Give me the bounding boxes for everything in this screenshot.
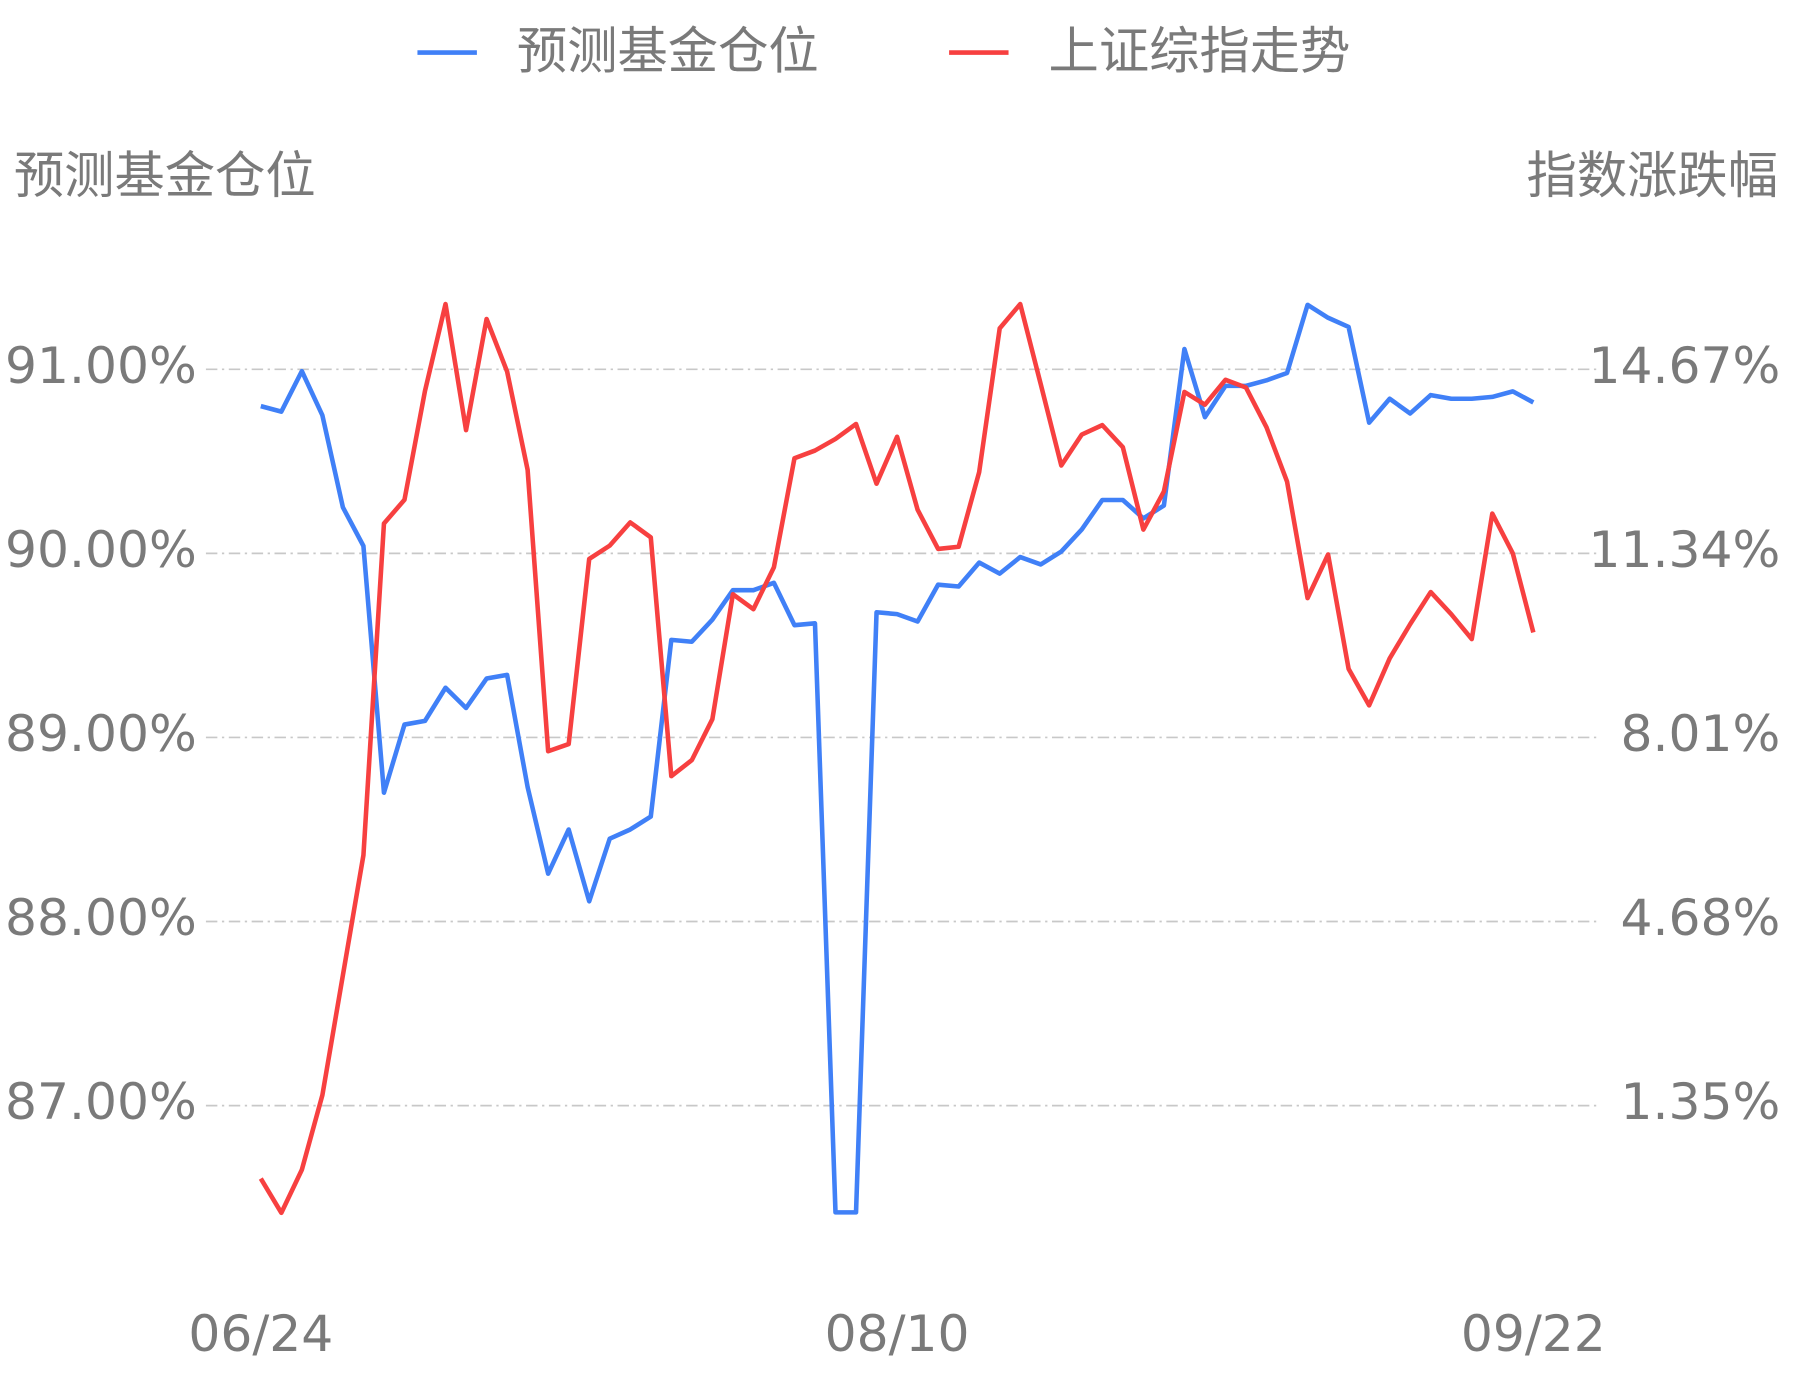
x-tick-label: 08/10: [825, 1304, 970, 1363]
y-tick-label: 88.00%: [5, 888, 197, 947]
y-tick-label: 91.00%: [5, 336, 197, 395]
x-tick-label: 09/22: [1461, 1304, 1606, 1363]
legend-label: 预测基金仓位: [517, 21, 819, 80]
y2-tick-label: 8.01%: [1621, 704, 1781, 763]
y-axis-title: 预测基金仓位: [14, 146, 316, 205]
y2-tick-label: 1.35%: [1621, 1072, 1781, 1131]
y2-tick-label: 4.68%: [1621, 888, 1781, 947]
legend-label: 上证综指走势: [1049, 21, 1351, 80]
y-tick-label: 89.00%: [5, 704, 197, 763]
y2-tick-label: 11.34%: [1588, 520, 1780, 579]
series-line: [260, 302, 1535, 1215]
y2-tick-label: 14.67%: [1588, 336, 1780, 395]
y-tick-label: 90.00%: [5, 520, 197, 579]
x-tick-label: 06/24: [188, 1304, 333, 1363]
series-line: [258, 301, 1536, 1216]
y-tick-label: 87.00%: [5, 1072, 197, 1131]
y2-axis-title: 指数涨跌幅: [1527, 146, 1778, 205]
